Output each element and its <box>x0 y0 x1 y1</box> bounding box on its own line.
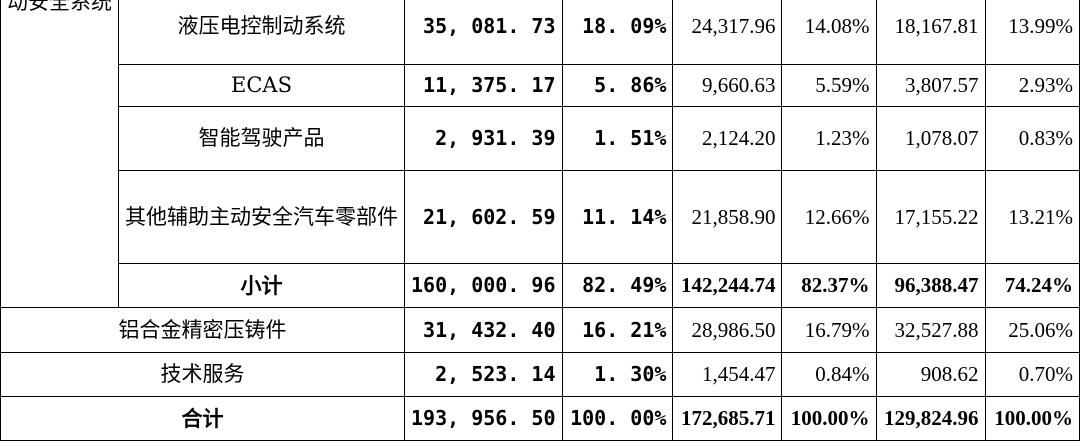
cell: 100. 00% <box>561 396 674 441</box>
cell: 3,807.57 <box>875 64 986 107</box>
category-label: 动安全系统 <box>0 0 119 308</box>
cell: 160, 000. 96 <box>404 263 563 308</box>
row-label: 合计 <box>0 396 405 441</box>
cell: 21, 602. 59 <box>404 170 563 264</box>
cell: 21,858.90 <box>672 170 783 264</box>
row-label: 小计 <box>118 263 405 308</box>
cell: 9,660.63 <box>672 64 783 107</box>
row-label: 液压电控制动系统 <box>118 0 405 65</box>
cell: 18. 09% <box>561 0 674 65</box>
table-row: ECAS 11, 375. 17 5. 86% 9,660.63 5.59% 3… <box>1 64 1080 107</box>
table-row: 动安全系统 液压电控制动系统 35, 081. 73 18. 09% 24,31… <box>0 0 1080 308</box>
table-row: 其他辅助主动安全汽车零部件 21, 602. 59 11. 14% 21,858… <box>1 170 1080 264</box>
cell: 18,167.81 <box>875 0 986 65</box>
cell: 13.99% <box>984 0 1080 65</box>
table-row: 技术服务 2, 523. 14 1. 30% 1,454.47 0.84% 90… <box>0 352 1080 397</box>
table-row-subtotal: 小计 160, 000. 96 82. 49% 142,244.74 82.37… <box>1 263 1080 308</box>
row-label: 铝合金精密压铸件 <box>0 307 405 353</box>
cell: 5.59% <box>781 64 877 107</box>
cell: 96,388.47 <box>875 263 986 308</box>
cell: 16.79% <box>781 307 877 353</box>
cell: 35, 081. 73 <box>404 0 563 65</box>
cell: 1,454.47 <box>672 352 783 397</box>
cell: 0.84% <box>781 352 877 397</box>
row-label: ECAS <box>118 64 405 107</box>
cell: 0.70% <box>984 352 1080 397</box>
cell: 13.21% <box>984 170 1080 264</box>
table-row: 铝合金精密压铸件 31, 432. 40 16. 21% 28,986.50 1… <box>0 307 1080 353</box>
row-label: 智能驾驶产品 <box>118 106 405 171</box>
cell: 11. 14% <box>561 170 674 264</box>
cell: 100.00% <box>781 396 877 441</box>
row-label: 其他辅助主动安全汽车零部件 <box>118 170 405 264</box>
cell: 2,124.20 <box>672 106 783 171</box>
cell: 82. 49% <box>561 263 674 308</box>
cell: 100.00% <box>984 396 1080 441</box>
cell: 12.66% <box>781 170 877 264</box>
cell: 32,527.88 <box>875 307 986 353</box>
table-row: 智能驾驶产品 2, 931. 39 1. 51% 2,124.20 1.23% … <box>1 106 1080 171</box>
cell: 14.08% <box>781 0 877 65</box>
cell: 193, 956. 50 <box>404 396 563 441</box>
cell: 2.93% <box>984 64 1080 107</box>
cell: 172,685.71 <box>672 396 783 441</box>
cell: 129,824.96 <box>875 396 986 441</box>
cell: 82.37% <box>781 263 877 308</box>
cell: 2, 931. 39 <box>404 106 563 171</box>
cell: 25.06% <box>984 307 1080 353</box>
cell: 16. 21% <box>561 307 674 353</box>
table-row-total: 合计 193, 956. 50 100. 00% 172,685.71 100.… <box>0 396 1080 441</box>
cell: 11, 375. 17 <box>404 64 563 107</box>
cell: 28,986.50 <box>672 307 783 353</box>
cell: 2, 523. 14 <box>404 352 563 397</box>
cell: 0.83% <box>984 106 1080 171</box>
cell: 24,317.96 <box>672 0 783 65</box>
cell: 5. 86% <box>561 64 674 107</box>
cell: 1. 30% <box>561 352 674 397</box>
cell: 17,155.22 <box>875 170 986 264</box>
cell: 142,244.74 <box>672 263 783 308</box>
cell: 908.62 <box>875 352 986 397</box>
cell: 1. 51% <box>561 106 674 171</box>
cell: 1.23% <box>781 106 877 171</box>
cell: 1,078.07 <box>875 106 986 171</box>
row-label: 技术服务 <box>0 352 405 397</box>
cell: 74.24% <box>984 263 1080 308</box>
cell: 31, 432. 40 <box>404 307 563 353</box>
